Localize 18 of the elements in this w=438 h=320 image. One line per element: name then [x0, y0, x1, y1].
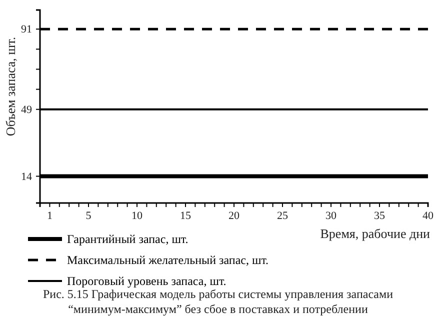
text: Рис. 5.15 Графическая модель работы системы управления запасами “минимум-максимум” без сбое в поставках и потреблении [42, 287, 394, 316]
x-tick-label: 25 [277, 210, 288, 222]
x-tick-label: 40 [422, 210, 434, 222]
x-tick-label: 1 [46, 210, 52, 222]
y-axis-title: Объем запаса, шт. [3, 36, 18, 136]
x-tick-label: 5 [86, 210, 92, 222]
y-tick-label: 91 [21, 24, 32, 36]
y-tick-label: 49 [21, 104, 32, 116]
y-tick-label: 14 [21, 170, 32, 183]
legend-label: Гарантийный запас, шт. [67, 232, 188, 246]
x-tick-label: 10 [132, 210, 143, 222]
x-axis-title: Время, рабочие дни [320, 226, 430, 241]
x-tick-label: 20 [228, 210, 240, 222]
x-tick-label: 30 [326, 210, 337, 222]
x-tick-label: 35 [374, 210, 386, 222]
legend-label: Максимальный желательный запас, шт. [67, 253, 269, 267]
x-tick-label: 15 [180, 210, 192, 222]
legend-label: Пороговый уровень запаса, шт. [67, 274, 226, 288]
